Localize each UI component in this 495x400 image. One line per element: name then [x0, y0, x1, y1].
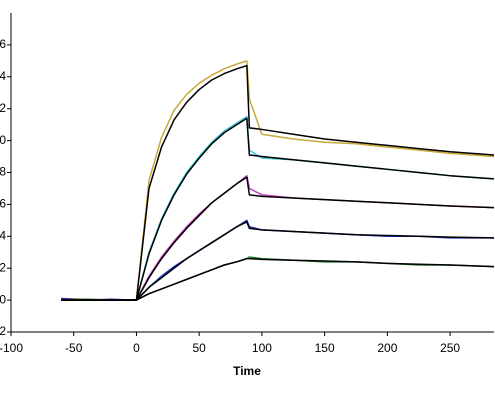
y-tick-label: 10 — [0, 133, 6, 147]
y-tick-label: -2 — [0, 324, 6, 338]
series-line — [61, 117, 495, 301]
x-tick-label: 150 — [315, 341, 335, 355]
x-tick-label: 250 — [440, 341, 460, 355]
y-tick-label: 2 — [0, 260, 6, 274]
y-tick-label: 16 — [0, 37, 6, 51]
x-tick-label: 0 — [133, 341, 140, 355]
x-tick-label: 50 — [193, 341, 207, 355]
series-line — [61, 257, 495, 301]
y-tick-label: 12 — [0, 101, 6, 115]
series-line — [61, 64, 495, 301]
x-tick-label: -50 — [65, 341, 83, 355]
series-line — [61, 174, 495, 301]
series-line — [61, 115, 495, 301]
y-tick-label: 14 — [0, 69, 6, 83]
y-tick-label: 8 — [0, 165, 6, 179]
y-tick-label: 4 — [0, 228, 6, 242]
series-line — [61, 221, 495, 301]
y-tick-label: 0 — [0, 292, 6, 306]
series-line — [61, 256, 495, 301]
x-tick-label: 100 — [252, 341, 272, 355]
y-tick-label: 6 — [0, 197, 6, 211]
x-axis-title: Time — [233, 364, 261, 378]
x-tick-label: -100 — [0, 341, 23, 355]
plot-area — [61, 60, 495, 301]
series-line — [61, 176, 495, 301]
x-tick-label: 200 — [377, 341, 397, 355]
